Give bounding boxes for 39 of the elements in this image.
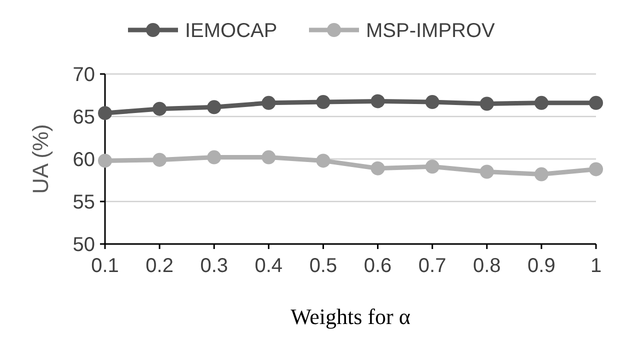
x-tick-label: 0.1 xyxy=(91,255,119,277)
point xyxy=(480,164,494,179)
x-tick-label: 0.4 xyxy=(254,255,283,277)
point xyxy=(207,100,222,114)
x-tick-label: 0.8 xyxy=(472,255,501,277)
x-tick-label: 0.5 xyxy=(309,255,338,277)
point xyxy=(370,94,385,108)
x-tick-label: 0.7 xyxy=(418,255,446,277)
point xyxy=(152,102,167,116)
y-tick-label: 60 xyxy=(72,149,95,171)
y-tick-label: 70 xyxy=(72,64,95,86)
point xyxy=(589,96,603,110)
point xyxy=(425,160,440,174)
point xyxy=(480,96,494,111)
point xyxy=(534,96,548,110)
point xyxy=(534,167,548,182)
x-tick-label: 0.3 xyxy=(200,255,228,277)
legend-label: MSP-IMPROV xyxy=(366,20,496,42)
y-axis-title: UA (%) xyxy=(28,124,53,194)
point xyxy=(152,152,167,167)
x-tick-label: 0.9 xyxy=(528,255,556,277)
point xyxy=(370,161,385,176)
point xyxy=(262,150,276,164)
point xyxy=(316,95,330,110)
point xyxy=(262,96,276,110)
x-tick-label: 1 xyxy=(590,255,602,277)
point xyxy=(589,162,603,176)
x-axis-title: Weights for α xyxy=(290,304,411,329)
y-tick-label: 50 xyxy=(72,234,95,256)
y-tick-label: 65 xyxy=(72,106,95,128)
point xyxy=(207,150,222,164)
point xyxy=(98,106,112,120)
legend-label: IEMOCAP xyxy=(185,20,278,42)
x-tick-label: 0.2 xyxy=(146,255,174,277)
y-tick-label: 55 xyxy=(72,192,95,214)
x-tick-label: 0.6 xyxy=(364,255,392,277)
point xyxy=(425,95,440,110)
point xyxy=(316,154,330,168)
point xyxy=(98,154,112,168)
